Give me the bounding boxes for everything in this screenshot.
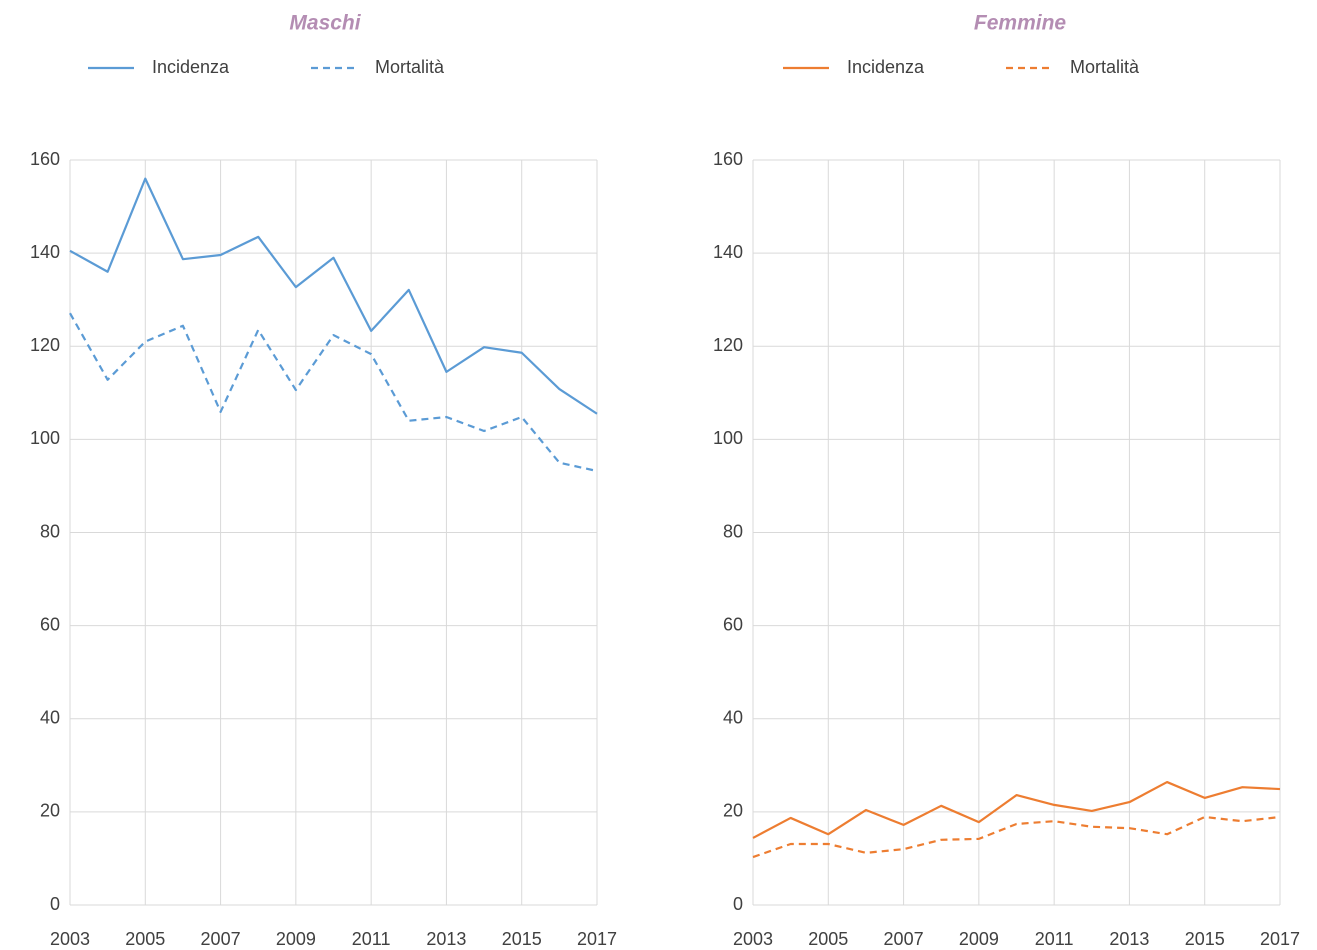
chart-title: Femmine [974, 12, 1067, 35]
y-tick-label: 20 [723, 801, 743, 821]
x-tick-label: 2017 [577, 929, 617, 949]
x-tick-label: 2013 [426, 929, 466, 949]
y-tick-label: 100 [30, 428, 60, 448]
legend-label: Mortalità [1070, 57, 1140, 77]
series-line [752, 780, 1281, 839]
y-tick-label: 40 [40, 708, 60, 728]
y-tick-label: 140 [713, 242, 743, 262]
x-tick-label: 2009 [959, 929, 999, 949]
y-tick-label: 140 [30, 242, 60, 262]
x-tick-label: 2015 [502, 929, 542, 949]
y-tick-label: 120 [30, 335, 60, 355]
y-tick-label: 60 [40, 614, 60, 634]
y-tick-label: 20 [40, 801, 60, 821]
y-tick-label: 160 [713, 149, 743, 169]
y-tick-label: 120 [713, 335, 743, 355]
y-tick-label: 0 [50, 894, 60, 914]
x-tick-label: 2007 [884, 929, 924, 949]
x-tick-label: 2007 [201, 929, 241, 949]
series-line [752, 815, 1281, 859]
y-tick-label: 0 [733, 894, 743, 914]
x-tick-label: 2003 [733, 929, 773, 949]
x-tick-label: 2011 [352, 929, 391, 949]
x-tick-label: 2017 [1260, 929, 1300, 949]
x-tick-label: 2009 [276, 929, 316, 949]
series-line [69, 312, 598, 473]
y-tick-label: 80 [723, 521, 743, 541]
chart-title: Maschi [289, 12, 361, 35]
legend-label: Incidenza [847, 57, 925, 77]
x-tick-label: 2015 [1185, 929, 1225, 949]
legend-label: Mortalità [375, 57, 445, 77]
x-tick-label: 2003 [50, 929, 90, 949]
x-tick-label: 2005 [808, 929, 848, 949]
legend-label: Incidenza [152, 57, 230, 77]
y-tick-label: 100 [713, 428, 743, 448]
y-tick-label: 40 [723, 708, 743, 728]
y-tick-label: 60 [723, 614, 743, 634]
y-tick-label: 80 [40, 521, 60, 541]
x-tick-label: 2005 [125, 929, 165, 949]
y-tick-label: 160 [30, 149, 60, 169]
x-tick-label: 2011 [1035, 929, 1074, 949]
series-line [69, 177, 598, 415]
x-tick-label: 2013 [1109, 929, 1149, 949]
